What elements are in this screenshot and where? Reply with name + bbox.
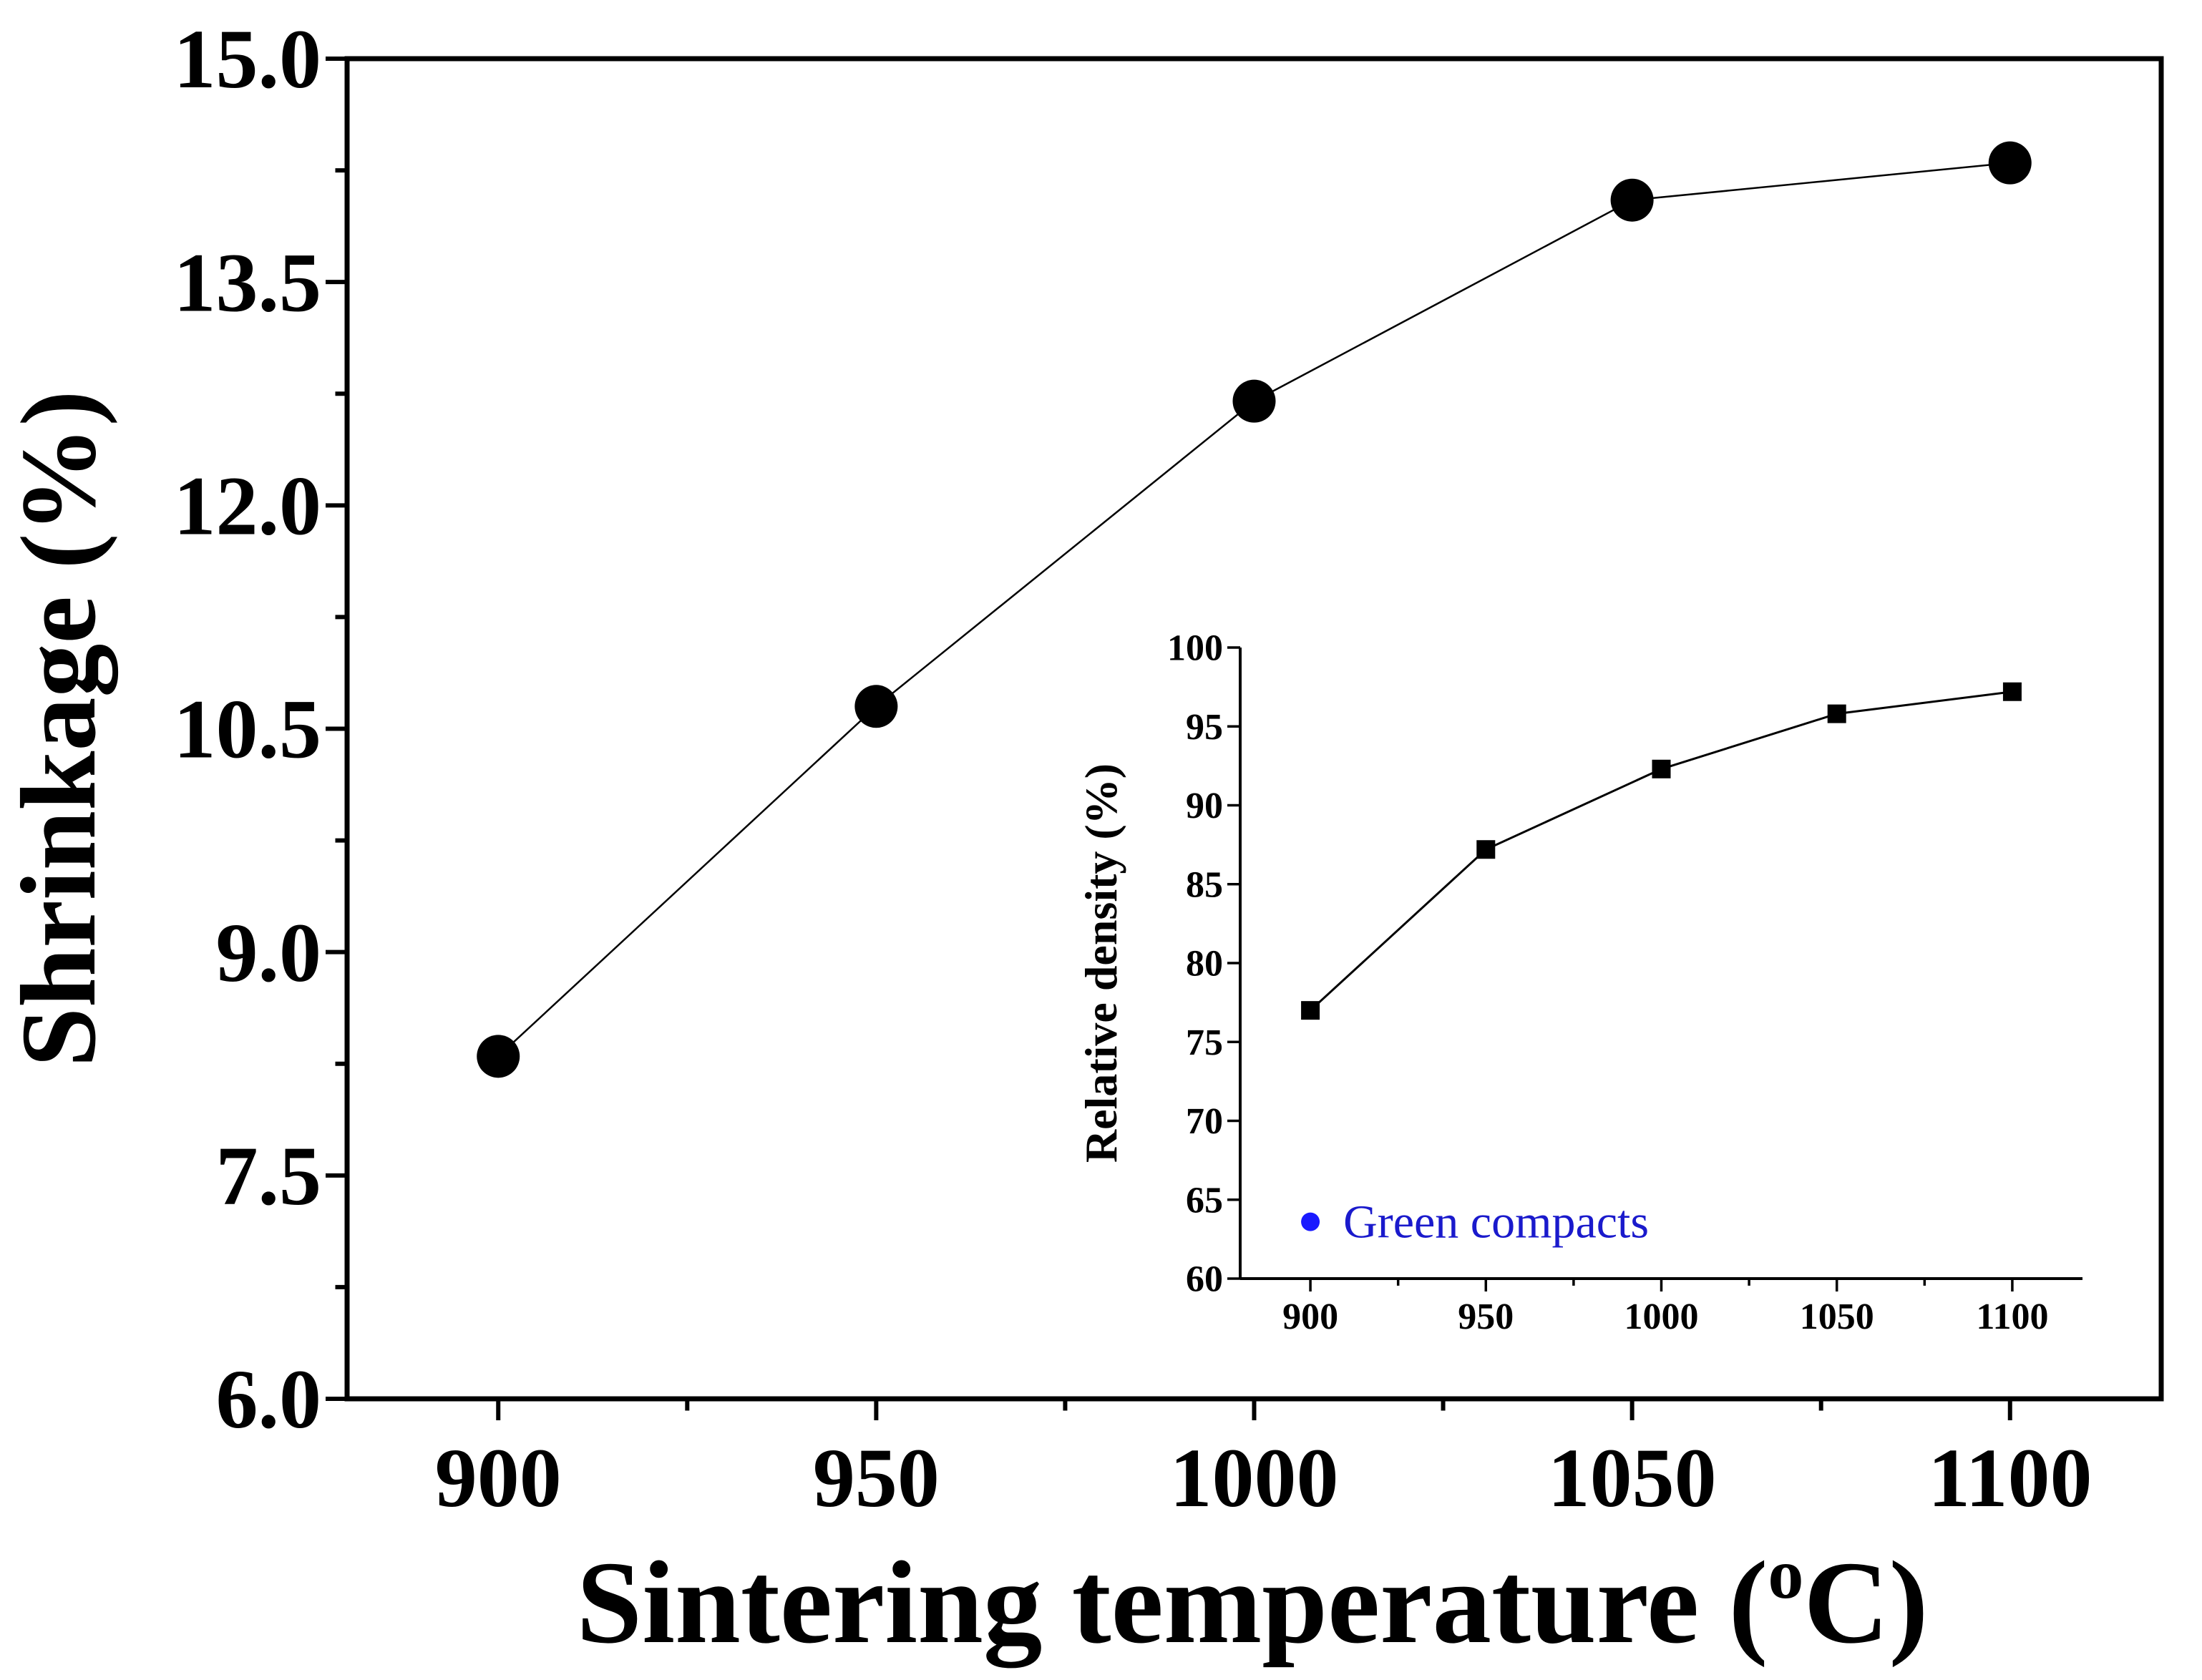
legend-marker <box>1301 1212 1320 1231</box>
data-point <box>1827 704 1846 723</box>
data-point <box>1232 379 1276 423</box>
y-tick-label: 12.0 <box>174 459 322 552</box>
x-axis-title-degree: o <box>1768 1534 1803 1613</box>
y-tick-label: 75 <box>1186 1022 1223 1063</box>
x-tick-label: 1100 <box>1928 1431 2093 1525</box>
x-axis-title-unit: C) <box>1803 1537 1928 1668</box>
y-tick-label: 80 <box>1186 944 1223 985</box>
data-point <box>854 685 898 728</box>
y-tick-label: 90 <box>1186 786 1223 826</box>
y-tick-label: 85 <box>1186 864 1223 905</box>
x-tick-label: 950 <box>813 1431 940 1525</box>
data-point <box>477 1035 520 1078</box>
x-tick-label: 1000 <box>1624 1296 1699 1337</box>
data-point <box>1988 141 2032 185</box>
y-tick-label: 65 <box>1186 1180 1223 1221</box>
x-axis-title-main: Sintering temperature ( <box>576 1537 1768 1669</box>
y-tick-label: 100 <box>1167 628 1223 669</box>
inset-background <box>1073 630 2118 1367</box>
y-tick-label: 6.0 <box>216 1352 322 1446</box>
main-chart: 900 950 1000 1050 1100 6.0 7.5 9.0 10.5 12.0 13.5 1… <box>0 12 2164 1669</box>
x-tick-label: 1050 <box>1800 1296 1874 1337</box>
x-tick-label: 950 <box>1458 1296 1514 1337</box>
y-tick-label: 9.0 <box>216 906 322 1000</box>
y-tick-label: 13.5 <box>174 235 322 329</box>
legend-label: Green compacts <box>1343 1196 1649 1249</box>
data-point <box>1652 759 1671 778</box>
y-axis-title: Shrinkage (%) <box>0 391 118 1068</box>
inset-chart: 900 950 1000 1050 1100 60 65 70 75 80 85 90 95 100 Rel… <box>1073 628 2118 1367</box>
x-tick-label: 900 <box>435 1431 562 1525</box>
data-point <box>1610 178 1654 222</box>
y-axis-title: Relative density (%) <box>1076 763 1126 1163</box>
x-tick-label: 1100 <box>1976 1296 2048 1337</box>
y-tick-label: 7.5 <box>216 1129 322 1223</box>
x-tick-label: 1050 <box>1548 1431 1717 1525</box>
x-tick-label: 900 <box>1282 1296 1338 1337</box>
x-axis-title: Sintering temperature (oC) <box>576 1534 1928 1669</box>
data-point <box>1301 1001 1320 1020</box>
y-tick-label: 10.5 <box>174 683 322 776</box>
y-tick-label: 15.0 <box>174 12 322 106</box>
data-point <box>1476 840 1496 859</box>
x-tick-label: 1000 <box>1170 1431 1339 1525</box>
y-tick-label: 95 <box>1186 707 1223 748</box>
y-tick-label: 60 <box>1186 1259 1223 1300</box>
data-point <box>2002 682 2022 701</box>
y-tick-label: 70 <box>1186 1101 1223 1142</box>
